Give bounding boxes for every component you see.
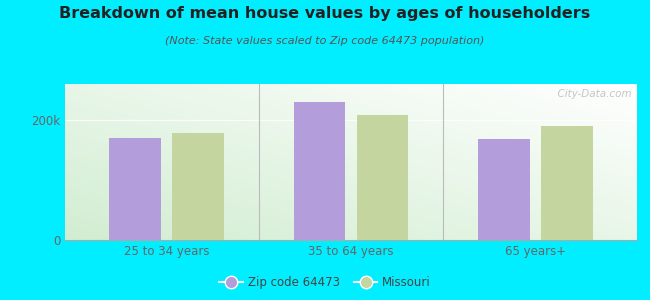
Bar	[109, 138, 161, 240]
Text: Breakdown of mean house values by ages of householders: Breakdown of mean house values by ages o…	[59, 6, 591, 21]
Text: (Note: State values scaled to Zip code 64473 population): (Note: State values scaled to Zip code 6…	[165, 36, 485, 46]
Bar	[541, 126, 593, 240]
Bar	[172, 133, 224, 240]
Bar	[294, 102, 345, 240]
Legend: Zip code 64473, Missouri: Zip code 64473, Missouri	[214, 272, 436, 294]
Bar	[478, 139, 530, 240]
Bar	[357, 115, 408, 240]
Text: City-Data.com: City-Data.com	[551, 89, 631, 99]
